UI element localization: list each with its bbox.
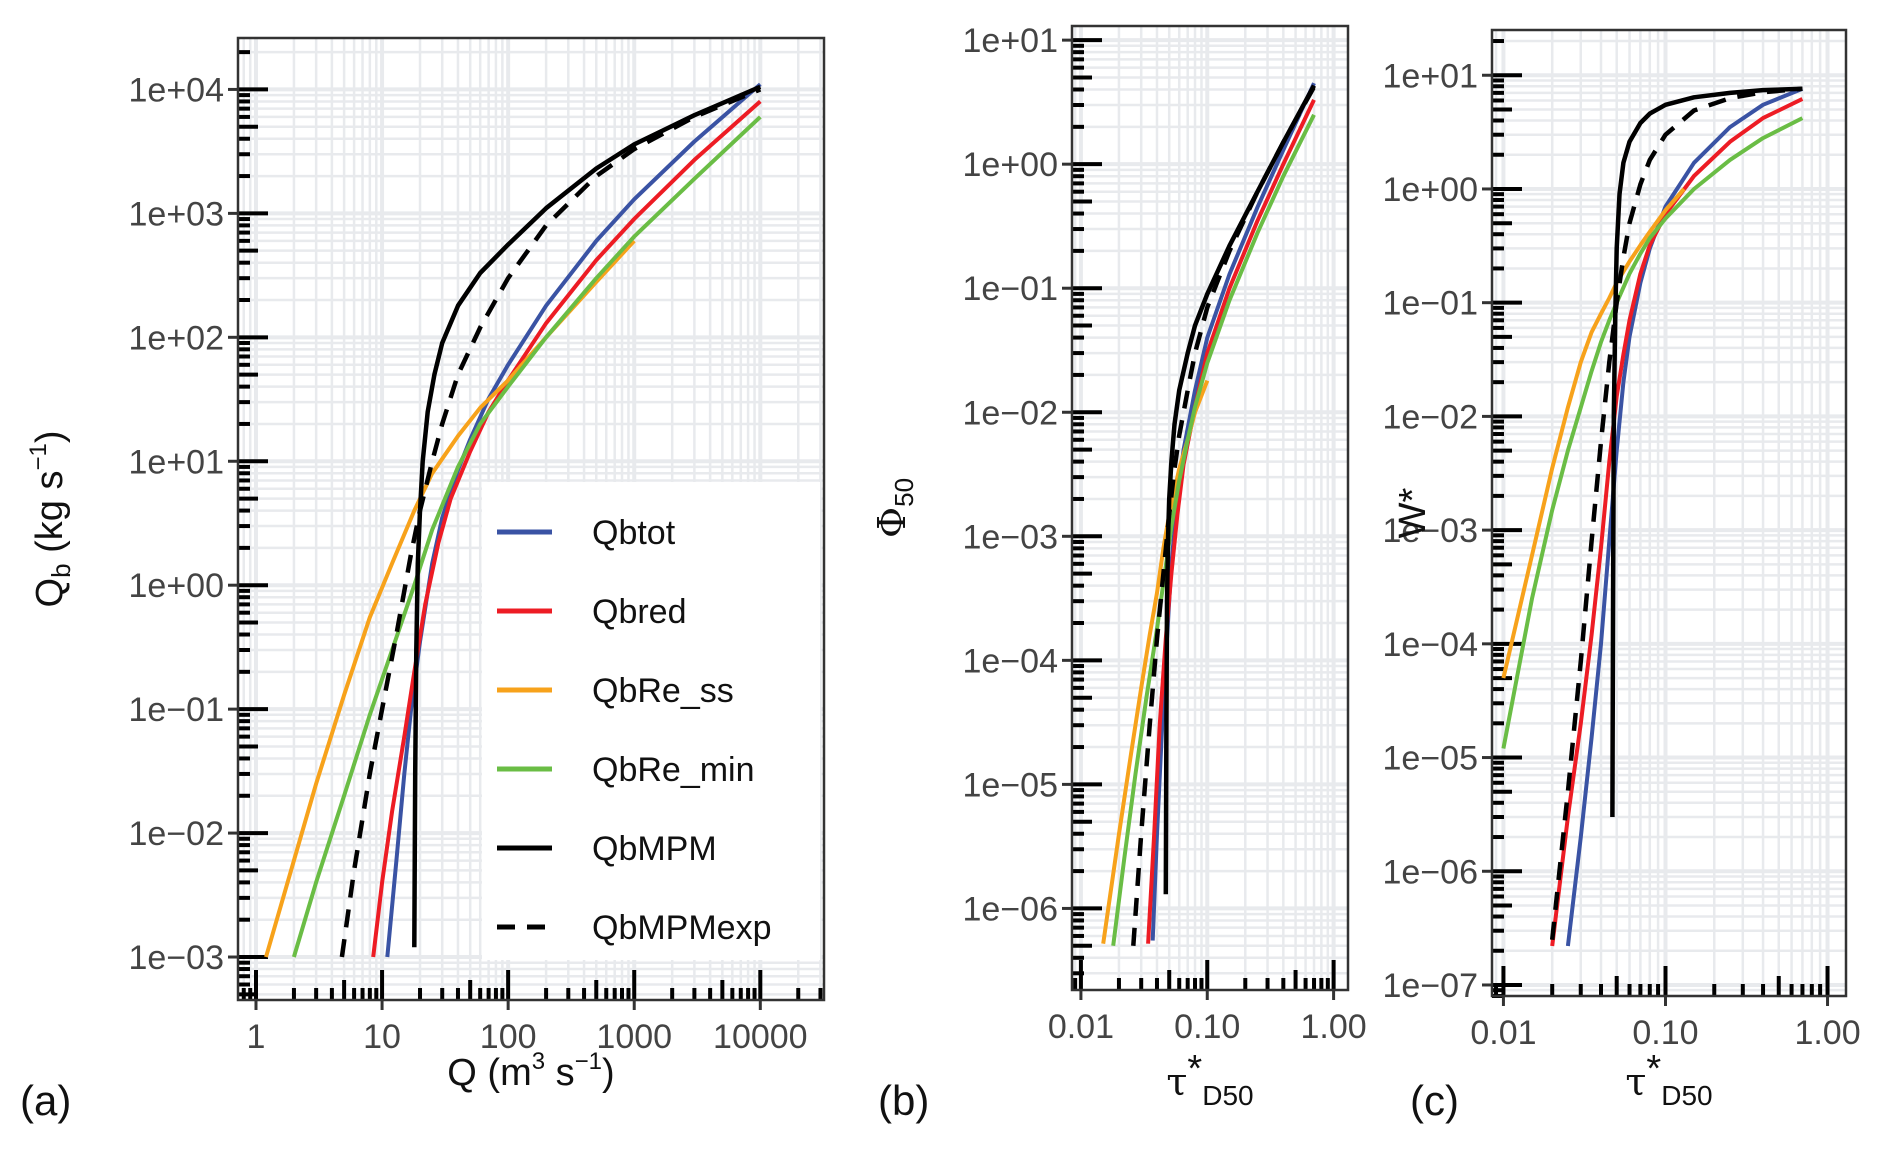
y-tick-label: 1e−05 <box>963 766 1059 804</box>
x-axis-title: Q (m3 s−1) <box>447 1048 614 1094</box>
legend-label: QbRe_min <box>592 751 755 789</box>
x-tick-label: 10 <box>363 1018 401 1056</box>
legend-label: QbRe_ss <box>592 672 734 710</box>
series-line-qbre-min <box>291 115 762 958</box>
series-group <box>1501 86 1804 947</box>
y-tick-label: 1e−01 <box>963 270 1059 308</box>
series-line-qbmpmexp <box>1131 85 1316 946</box>
grid <box>1072 26 1348 990</box>
y-axis-title: Qb (kg s−1) <box>25 431 76 608</box>
series-line-qbmpm <box>1610 86 1803 818</box>
legend-item[interactable]: Qbtot <box>497 514 676 552</box>
x-tick-label: 1.00 <box>1301 1008 1367 1046</box>
x-tick-label: 1 <box>247 1018 266 1056</box>
y-tick-label: 1e−01 <box>1383 285 1479 323</box>
legend-label: QbMPMexp <box>592 909 772 947</box>
x-tick-label: 0.01 <box>1470 1014 1536 1052</box>
panel-a: 1e−03 1e−02 1e−01 1e+00 1e+01 1e+02 1e+03 1e+04… <box>20 36 826 1124</box>
series-line-qbtot <box>1565 86 1804 947</box>
y-tick-label: 1e−06 <box>963 890 1059 928</box>
legend: Qbtot Qbred QbRe_ss QbRe_min QbMPM QbMPMexp <box>482 482 820 960</box>
series-line-qbre-min <box>1111 113 1316 947</box>
y-tick-label: 1e+01 <box>963 22 1059 60</box>
y-tick-label: 1e−04 <box>963 642 1059 680</box>
y-tick-label: 1e−07 <box>1383 967 1479 1005</box>
x-tick-label: 0.10 <box>1632 1014 1698 1052</box>
series-line-qbmpm <box>1163 84 1316 895</box>
y-tick-label: 1e+00 <box>963 146 1059 184</box>
y-axis-title: Φ50 <box>870 478 919 538</box>
y-tick-label: 1e−02 <box>963 394 1059 432</box>
y-tick-label: 1e+04 <box>129 71 225 109</box>
series-line-qbmpmexp <box>339 87 762 958</box>
series-group <box>1101 82 1316 947</box>
x-tick-label: 10000 <box>713 1018 808 1056</box>
legend-item[interactable]: QbMPM <box>497 830 717 868</box>
x-tick-label: 100 <box>480 1018 537 1056</box>
y-tick-label: 1e−05 <box>1383 740 1479 778</box>
x-tick-label: 1000 <box>596 1018 672 1056</box>
y-tick-label: 1e+03 <box>129 195 225 233</box>
x-axis-title: τ*D50 <box>1625 1048 1712 1111</box>
series-group <box>264 82 762 958</box>
log-ticks <box>1492 39 1830 998</box>
y-tick-label: 1e−02 <box>1383 398 1479 436</box>
x-tick-label: 0.10 <box>1174 1008 1240 1046</box>
series-line-qbred <box>371 99 762 958</box>
plot-background <box>1492 30 1846 996</box>
y-tick-label: 1e+02 <box>129 319 225 357</box>
plot-frame <box>1490 28 1848 998</box>
plot-frame <box>236 36 826 1002</box>
y-tick-label: 1e−01 <box>129 691 225 729</box>
x-tick-label: 0.01 <box>1048 1008 1114 1046</box>
legend-background <box>482 482 820 960</box>
series-line-qbre-ss <box>1501 187 1686 679</box>
y-tick-label: 1e−02 <box>129 815 225 853</box>
y-tick-label: 1e+00 <box>129 567 225 605</box>
panel-b: 1e−06 1e−05 1e−04 1e−03 1e−02 1e−01 1e+00 1e+01… <box>870 22 1367 1124</box>
y-tick-label: 1e+00 <box>1383 171 1479 209</box>
y-tick-label: 1e+01 <box>1383 57 1479 95</box>
legend-label: QbMPM <box>592 830 717 868</box>
legend-item[interactable]: QbRe_ss <box>497 672 734 710</box>
y-tick-label: 1e+01 <box>129 443 225 481</box>
series-line-qbmpm <box>412 84 762 948</box>
log-ticks <box>1072 38 1336 990</box>
y-tick-label: 1e−03 <box>1383 512 1479 550</box>
panel-label: (b) <box>878 1077 929 1124</box>
legend-item[interactable]: Qbred <box>497 593 687 631</box>
panel-c: 1e−07 1e−06 1e−05 1e−04 1e−03 1e−02 1e−01 1e+00… <box>1383 28 1861 1124</box>
series-line-qbmpmexp <box>1549 86 1803 940</box>
legend-label: Qbtot <box>592 514 676 552</box>
y-tick-label: 1e−03 <box>963 518 1059 556</box>
legend-item[interactable]: QbMPMexp <box>497 909 772 947</box>
legend-label: Qbred <box>592 593 687 631</box>
legend-item[interactable]: QbRe_min <box>497 751 755 789</box>
y-axis-title: W* <box>1392 487 1434 538</box>
panel-label: (c) <box>1410 1077 1459 1124</box>
log-ticks <box>238 50 823 1000</box>
series-line-qbred <box>1550 97 1804 947</box>
x-tick-label: 1.00 <box>1794 1014 1860 1052</box>
y-tick-label: 1e−06 <box>1383 853 1479 891</box>
x-axis-title: τ*D50 <box>1166 1048 1253 1111</box>
plot-frame <box>1070 24 1350 992</box>
y-tick-label: 1e−04 <box>1383 626 1479 664</box>
panel-label: (a) <box>20 1077 71 1124</box>
y-tick-label: 1e−03 <box>129 939 225 977</box>
